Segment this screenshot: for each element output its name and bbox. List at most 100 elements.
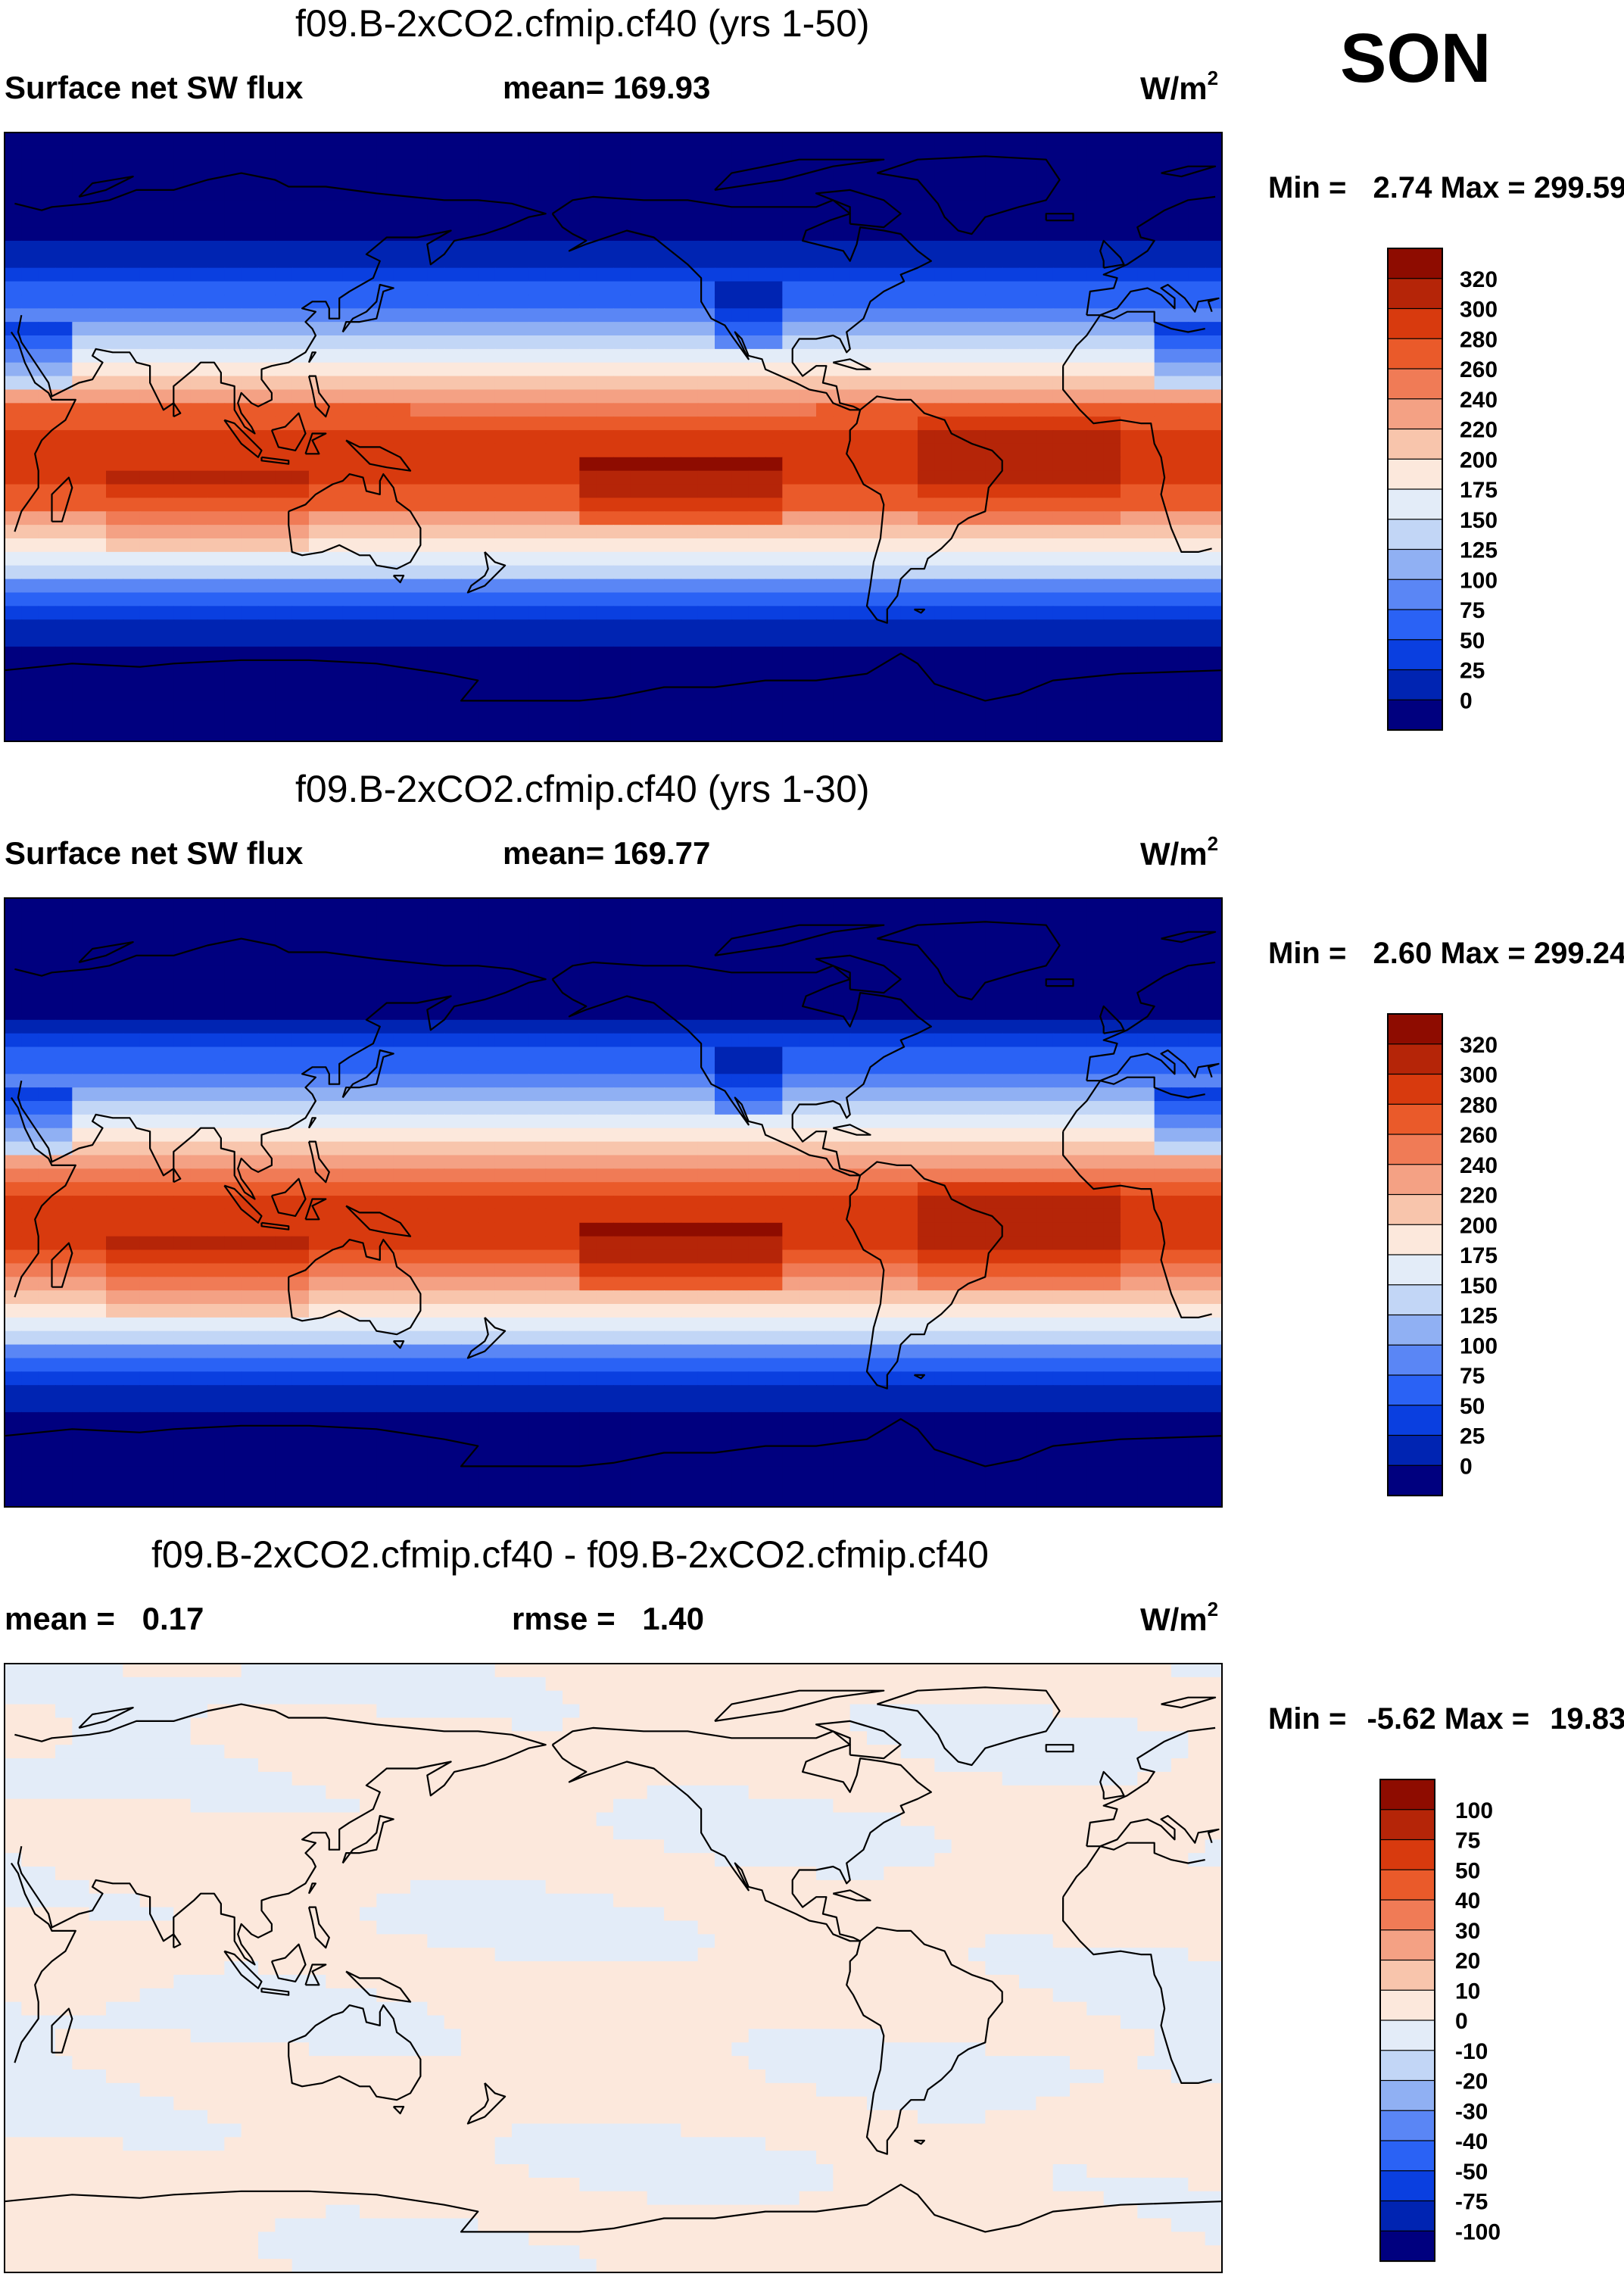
map-cell: [715, 1141, 733, 1156]
map-cell: [376, 254, 394, 269]
map-cell: [613, 1087, 631, 1102]
map-cell: [849, 898, 868, 912]
map-cell: [697, 1006, 715, 1021]
map-cell: [1171, 227, 1189, 242]
map-cell: [173, 227, 192, 242]
map-cell: [1036, 1060, 1054, 1075]
map-cell: [681, 538, 699, 553]
map-cell: [1036, 308, 1054, 323]
map-cell: [1086, 1060, 1105, 1075]
map-cell: [106, 1196, 124, 1210]
map-cell: [647, 511, 665, 526]
map-cell: [867, 159, 885, 174]
panel-3-mean-value: 0.17: [142, 1601, 204, 1636]
map-cell: [291, 389, 310, 404]
map-cell: [1137, 484, 1155, 499]
map-cell: [681, 322, 699, 336]
map-cell: [38, 565, 56, 580]
map-cell: [799, 579, 817, 594]
map-cell: [444, 965, 462, 980]
map-cell: [72, 1155, 90, 1170]
map-cell: [326, 938, 344, 953]
map-cell: [647, 1196, 665, 1210]
map-cell: [934, 1196, 952, 1210]
map-cell: [21, 430, 39, 444]
map-cell: [900, 145, 918, 161]
map-cell: [376, 403, 394, 417]
map-cell: [968, 979, 987, 993]
map-cell: [545, 348, 563, 363]
map-cell: [867, 1128, 885, 1143]
map-cell: [291, 403, 310, 417]
map-cell: [376, 497, 394, 513]
map-cell: [563, 511, 581, 526]
map-cell: [55, 551, 73, 566]
map-cell: [410, 579, 429, 594]
map-cell: [613, 579, 631, 594]
map-cell: [106, 633, 124, 647]
map-cell: [1154, 952, 1172, 967]
map-cell: [157, 728, 175, 742]
map-cell: [528, 592, 547, 607]
map-cell: [630, 470, 648, 485]
map-cell: [867, 728, 885, 742]
map-cell: [951, 281, 969, 296]
map-cell: [1052, 1168, 1071, 1183]
map-cell: [512, 646, 530, 661]
map-cell: [478, 606, 496, 620]
map-cell: [731, 267, 750, 282]
map-cell: [342, 1074, 360, 1088]
map-cell: [427, 457, 445, 472]
map-cell: [833, 1033, 851, 1048]
map-cell: [1103, 1128, 1121, 1143]
map-cell: [1205, 1019, 1223, 1034]
map-cell: [697, 700, 715, 716]
map-cell: [630, 1074, 648, 1088]
map-cell: [1154, 898, 1172, 912]
map-cell: [512, 1074, 530, 1088]
map-cell: [207, 1101, 226, 1115]
map-cell: [494, 979, 513, 993]
map-cell: [748, 700, 766, 716]
map-cell: [1019, 214, 1037, 228]
map-cell: [275, 1101, 293, 1115]
map-cell: [1086, 646, 1105, 661]
map-cell: [613, 525, 631, 539]
map-cell: [72, 470, 90, 485]
map-cell: [494, 1155, 513, 1170]
map-cell: [1121, 186, 1139, 201]
map-cell: [275, 362, 293, 377]
map-cell: [258, 1087, 276, 1102]
map-cell: [1052, 728, 1071, 742]
map-cell: [512, 606, 530, 620]
map-cell: [1188, 133, 1206, 147]
map-cell: [799, 1168, 817, 1183]
map-cell: [765, 403, 784, 417]
map-cell: [190, 673, 208, 688]
coastline-south-america: [846, 395, 1003, 624]
map-cell: [89, 646, 107, 661]
map-cell: [664, 159, 682, 174]
map-cell: [731, 1046, 750, 1062]
map-cell: [461, 592, 479, 607]
map-cell: [782, 728, 800, 742]
map-cell: [55, 416, 73, 431]
map-cell: [309, 254, 327, 269]
map-cell: [545, 133, 563, 147]
map-cell: [512, 1060, 530, 1075]
map-cell: [985, 1168, 1003, 1183]
map-cell: [326, 145, 344, 161]
map-cell: [1205, 673, 1223, 688]
map-cell: [1036, 281, 1054, 296]
map-cell: [647, 443, 665, 458]
map-cell: [1171, 145, 1189, 161]
map-cell: [1052, 619, 1071, 634]
map-cell: [1154, 145, 1172, 161]
map-cell: [799, 362, 817, 377]
map-cell: [1205, 430, 1223, 444]
map-cell: [1188, 565, 1206, 580]
map-cell: [867, 214, 885, 228]
map-cell: [427, 633, 445, 647]
map-cell: [21, 979, 39, 993]
map-cell: [89, 993, 107, 1007]
